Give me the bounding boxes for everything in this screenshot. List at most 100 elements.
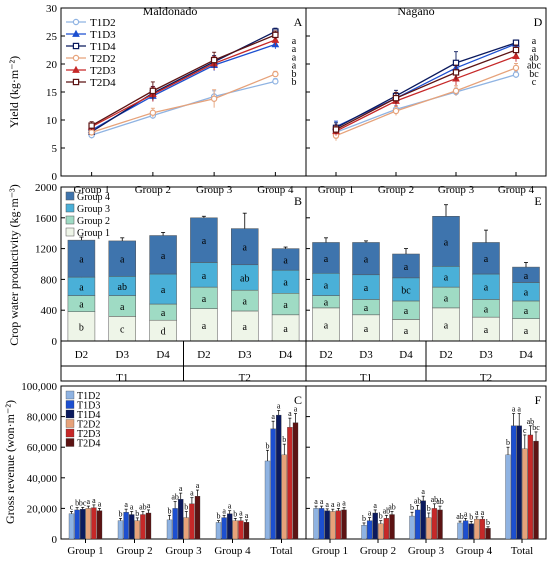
significance-label: a (202, 236, 207, 247)
plot-frame-E (305, 186, 547, 342)
significance-label: a (294, 405, 298, 414)
significance-label: b (379, 512, 383, 521)
significance-label: a (202, 271, 207, 282)
x-tick-label: Group 4 (498, 184, 535, 196)
legend-swatch (65, 390, 75, 400)
legend-swatch (65, 419, 75, 428)
bar (232, 520, 238, 540)
y-tick-label: 30 (46, 3, 58, 15)
stack-segment (149, 273, 177, 305)
significance-label: b (486, 518, 490, 527)
significance-label: ab (118, 282, 127, 293)
data-point (332, 126, 340, 133)
x-tick-label: D2 (319, 349, 332, 361)
significance-label: a (283, 300, 288, 311)
series-line (335, 67, 517, 137)
significance-label: a (444, 273, 449, 284)
bar (194, 496, 201, 540)
significance-label: b (266, 441, 270, 450)
data-point (149, 109, 157, 116)
bar (91, 507, 97, 540)
bar (238, 520, 244, 540)
significance-label: a (283, 278, 288, 289)
y-tick-label: 800 (41, 274, 58, 286)
significance-label: a (532, 44, 537, 55)
significance-label: a (324, 320, 329, 331)
significance-label: b (469, 512, 473, 521)
y-tick-label: 20 (46, 59, 58, 71)
bar (527, 434, 534, 540)
y-tick-label: 1600 (35, 213, 58, 225)
bar (474, 518, 480, 540)
significance-label: a (147, 501, 151, 510)
significance-label: a (512, 405, 516, 414)
significance-label: b (506, 438, 510, 447)
stack-segment (67, 239, 96, 278)
y-tick-label: 2000 (35, 182, 58, 194)
x-tick-label: Total (511, 545, 533, 557)
significance-label: b (427, 504, 431, 513)
y-axis-title: Gross revenue (won·m⁻²) (3, 400, 17, 524)
significance-label: a (517, 405, 521, 414)
x-tick-label: D4 (279, 349, 293, 361)
bar (335, 510, 342, 540)
bar (189, 503, 195, 540)
data-point (452, 87, 460, 95)
data-point (72, 18, 80, 26)
x-tick-label: D4 (519, 349, 533, 361)
bar (378, 523, 384, 540)
series-line (91, 80, 276, 136)
significance-label: c (532, 77, 537, 88)
legend-label: Group 4 (77, 192, 110, 203)
significance-label: a (331, 500, 335, 509)
significance-label: a (524, 288, 529, 299)
significance-label: a (79, 255, 84, 266)
x-tick-label: Group 1 (318, 184, 354, 196)
significance-label: a (228, 502, 232, 511)
data-point (72, 54, 80, 62)
significance-label: b (217, 512, 221, 521)
data-point (210, 56, 218, 64)
y-tick-label: 0 (52, 171, 58, 183)
legend-swatch (65, 215, 75, 225)
significance-label: a (161, 251, 166, 262)
significance-label: bc (401, 285, 411, 296)
x-tick-label: Group 3 (165, 545, 202, 557)
data-point (72, 29, 80, 37)
group-label: T2 (239, 372, 251, 384)
significance-label: ab (139, 502, 147, 511)
significance-label: b (184, 502, 188, 511)
significance-label: a (481, 508, 485, 517)
y-tick-label: 80,000 (27, 412, 58, 424)
y-tick-label: 25 (46, 31, 58, 43)
bar (361, 525, 367, 540)
bar (140, 514, 146, 540)
x-tick-label: Group 3 (408, 545, 445, 557)
x-tick-label: Group 2 (378, 184, 414, 196)
series-line (335, 42, 517, 129)
data-point (72, 42, 80, 50)
bar (117, 520, 124, 540)
bar (281, 454, 287, 540)
significance-label: a (179, 484, 183, 493)
stack-segment (432, 216, 460, 267)
bar (68, 513, 75, 540)
site-title-maldonado: Maldonado (143, 4, 198, 18)
data-point (210, 95, 218, 102)
panel-label: D (534, 15, 543, 29)
stack-segment (352, 314, 380, 342)
significance-label: a (337, 499, 341, 508)
significance-label: a (364, 255, 369, 266)
bar (324, 510, 330, 540)
significance-label: a (98, 499, 102, 508)
significance-label: b (292, 69, 297, 80)
legend-label: T2D2 (77, 420, 100, 431)
data-point (72, 65, 80, 73)
significance-label: a (243, 322, 248, 333)
site-title-nagano: Nagano (397, 4, 434, 18)
significance-label: a (79, 282, 84, 293)
significance-label: a (364, 324, 369, 335)
legend-label: T1D3 (90, 29, 116, 41)
bar (96, 510, 103, 540)
x-tick-label: Group 2 (135, 184, 171, 196)
